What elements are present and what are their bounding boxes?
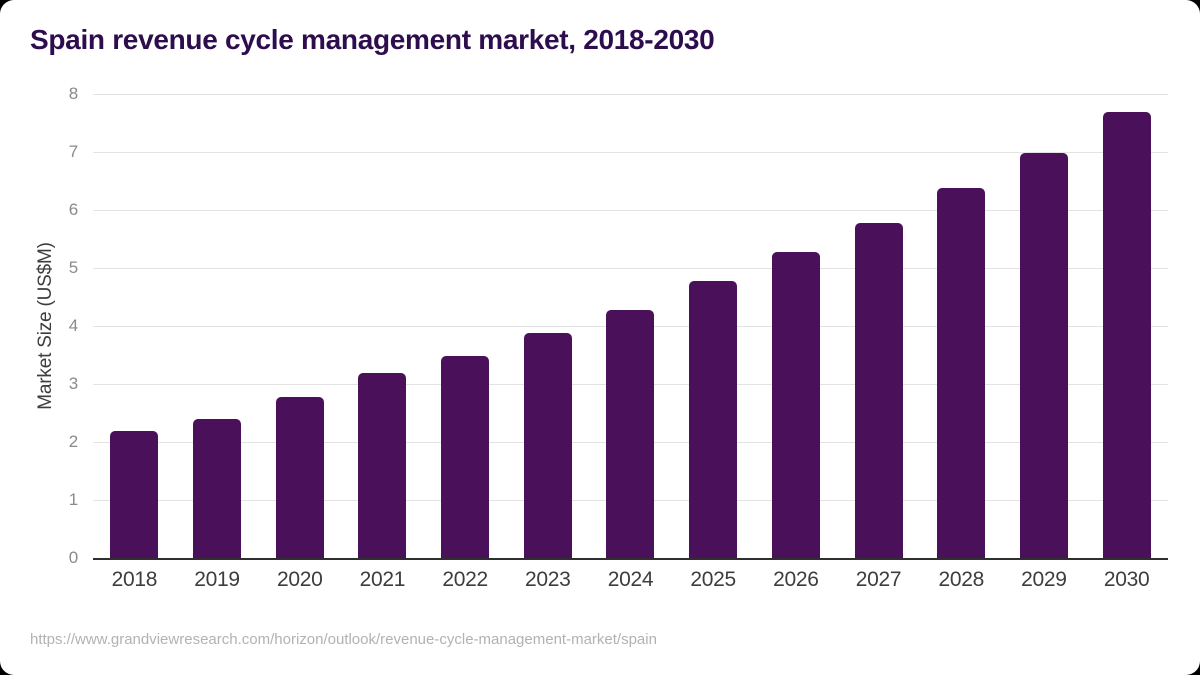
x-axis-tick-labels: 2018 2019 2020 2021 2022 2023 2024 2025 2026 2027…	[93, 568, 1168, 592]
y-tick-label-7: 7	[68, 142, 78, 161]
gridline-y-7	[93, 152, 1168, 153]
y-tick-label-5: 5	[68, 258, 78, 277]
bar-slot-2028	[920, 94, 1003, 558]
bar-slot-2030	[1085, 94, 1168, 558]
bar-slot-2027	[837, 94, 920, 558]
bar-2023	[523, 332, 572, 558]
bar-2018	[110, 430, 159, 558]
bar-slot-2023	[506, 94, 589, 558]
gridline-y-5	[93, 268, 1168, 269]
x-tick-label-2022: 2022	[442, 568, 488, 591]
bar-2021	[358, 372, 407, 558]
bar-2019	[193, 419, 242, 558]
bar-2029	[1019, 153, 1068, 558]
bar-2022	[441, 355, 490, 558]
y-tick-label-3: 3	[68, 374, 78, 393]
x-tick-label-2021: 2021	[359, 568, 406, 591]
chart-title: Spain revenue cycle management market, 2…	[30, 24, 715, 55]
bar-2024	[606, 309, 655, 558]
bar-slot-2029	[1003, 94, 1086, 558]
bar-2025	[689, 281, 738, 558]
y-tick-label-4: 4	[68, 316, 78, 335]
x-tick-label-2025: 2025	[690, 568, 736, 591]
y-tick-label-2: 2	[68, 432, 78, 451]
x-tick-label-2026: 2026	[773, 568, 819, 591]
x-tick-label-2020: 2020	[276, 568, 323, 591]
x-tick-label-2029: 2029	[1021, 568, 1067, 591]
x-tick-label-2024: 2024	[607, 568, 654, 591]
plot-area	[93, 94, 1168, 560]
y-tick-label-6: 6	[68, 200, 78, 219]
bar-slot-2026	[755, 94, 838, 558]
y-tick-label-0: 0	[68, 548, 78, 567]
gridline-y-8	[93, 94, 1168, 95]
bar-2028	[937, 187, 986, 558]
bar-slot-2019	[176, 94, 259, 558]
gridline-y-6	[93, 210, 1168, 211]
bar-slot-2024	[589, 94, 672, 558]
y-tick-label-1: 1	[68, 490, 78, 509]
bar-2027	[854, 223, 903, 558]
bar-slot-2021	[341, 94, 424, 558]
bar-slot-2020	[258, 94, 341, 558]
bar-slot-2022	[424, 94, 507, 558]
x-tick-label-2023: 2023	[525, 568, 571, 591]
x-tick-label-2019: 2019	[194, 568, 240, 591]
x-tick-label-2027: 2027	[855, 568, 902, 591]
bar-2026	[771, 252, 820, 558]
bar-2030	[1102, 111, 1151, 558]
bar-slot-2018	[93, 94, 176, 558]
x-tick-label-2018: 2018	[111, 568, 158, 591]
bar-2020	[275, 397, 324, 558]
bars-row	[93, 94, 1168, 558]
source-url: https://www.grandviewresearch.com/horizo…	[30, 631, 657, 648]
x-tick-label-2028: 2028	[938, 568, 984, 591]
bar-slot-2025	[672, 94, 755, 558]
y-tick-label-8: 8	[68, 84, 78, 103]
x-tick-label-2030: 2030	[1103, 568, 1150, 591]
